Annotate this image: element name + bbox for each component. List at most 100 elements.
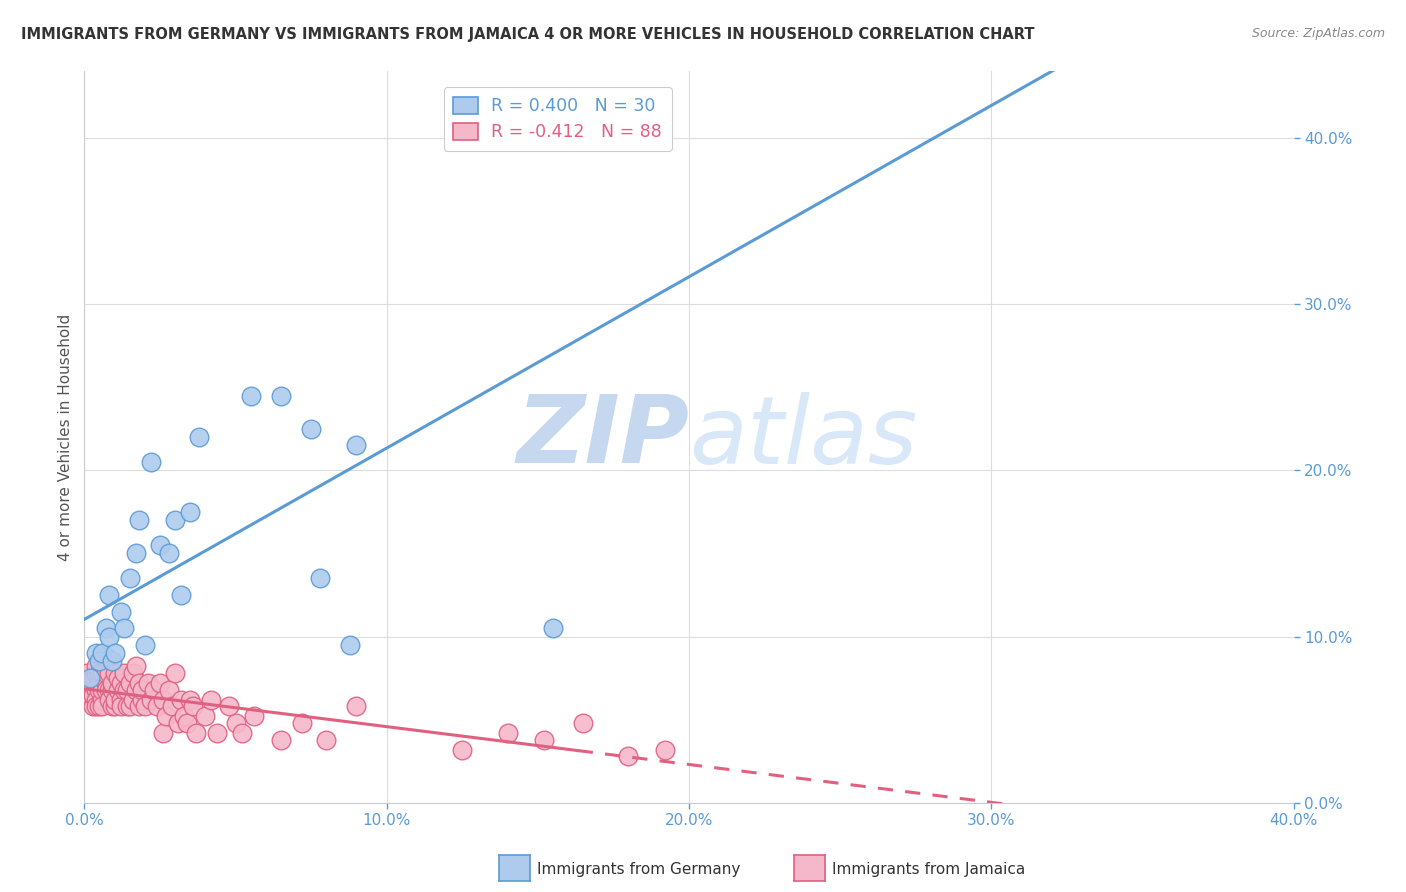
Point [270, 388, 292, 402]
Point [121, 692, 143, 706]
Point [76, 692, 98, 706]
Point [94, 676, 117, 690]
Point [94, 682, 117, 697]
Point [118, 676, 141, 690]
Point [125, 659, 148, 673]
Point [496, 726, 519, 740]
Point [170, 692, 193, 706]
Point [125, 682, 148, 697]
Point [131, 692, 153, 706]
Point [104, 646, 127, 660]
Point [100, 682, 122, 697]
Text: ZIP: ZIP [516, 391, 689, 483]
Point [179, 692, 201, 706]
Point [91, 692, 114, 706]
Y-axis label: 4 or more Vehicles in Household: 4 or more Vehicles in Household [58, 313, 73, 561]
Point [173, 709, 195, 723]
Point [309, 571, 332, 585]
Point [82, 699, 104, 714]
Point [270, 732, 292, 747]
Point [218, 699, 240, 714]
Point [131, 682, 153, 697]
Text: atlas: atlas [689, 392, 917, 483]
Point [115, 699, 138, 714]
Point [136, 676, 159, 690]
Point [86, 692, 108, 706]
Point [231, 726, 253, 740]
Point [121, 666, 143, 681]
Point [89, 655, 111, 669]
Point [104, 692, 127, 706]
Point [339, 638, 361, 652]
Point [157, 546, 180, 560]
Point [86, 666, 108, 681]
Legend: R = 0.400   N = 30, R = -0.412   N = 88: R = 0.400 N = 30, R = -0.412 N = 88 [444, 87, 672, 151]
Point [654, 742, 676, 756]
Point [112, 621, 135, 635]
Point [94, 649, 117, 664]
Point [225, 716, 247, 731]
Point [149, 538, 172, 552]
Point [165, 666, 187, 681]
Point [541, 621, 564, 635]
Point [451, 742, 474, 756]
Point [617, 106, 640, 120]
Point [100, 655, 122, 669]
Point [139, 455, 162, 469]
Point [125, 546, 148, 560]
Point [152, 726, 174, 740]
Point [186, 726, 208, 740]
Point [139, 692, 162, 706]
Point [89, 682, 111, 697]
Point [299, 422, 322, 436]
Text: Source: ZipAtlas.com: Source: ZipAtlas.com [1251, 27, 1385, 40]
Text: IMMIGRANTS FROM GERMANY VS IMMIGRANTS FROM JAMAICA 4 OR MORE VEHICLES IN HOUSEHO: IMMIGRANTS FROM GERMANY VS IMMIGRANTS FR… [21, 27, 1035, 42]
Point [104, 699, 127, 714]
Point [149, 676, 172, 690]
Point [152, 692, 174, 706]
Point [91, 682, 114, 697]
Point [115, 682, 138, 697]
Point [176, 716, 198, 731]
Point [207, 726, 229, 740]
Point [112, 666, 135, 681]
Point [89, 666, 111, 681]
Point [89, 676, 111, 690]
Point [291, 716, 314, 731]
Point [239, 388, 262, 402]
Point [194, 709, 217, 723]
Point [97, 692, 120, 706]
Point [91, 646, 114, 660]
Point [97, 588, 120, 602]
Point [242, 709, 264, 723]
Point [165, 513, 187, 527]
Point [315, 732, 337, 747]
Point [157, 682, 180, 697]
Text: Immigrants from Germany: Immigrants from Germany [537, 863, 741, 877]
Point [110, 676, 132, 690]
Point [110, 605, 132, 619]
Point [97, 666, 120, 681]
Point [86, 699, 108, 714]
Point [86, 682, 108, 697]
Point [146, 699, 169, 714]
Point [79, 688, 101, 702]
Point [167, 716, 190, 731]
Point [572, 716, 595, 731]
Point [110, 699, 132, 714]
Point [181, 699, 204, 714]
Point [79, 671, 101, 685]
Point [617, 749, 640, 764]
Point [100, 676, 122, 690]
Point [134, 638, 156, 652]
Point [104, 666, 127, 681]
Point [82, 688, 104, 702]
Point [346, 699, 368, 714]
Point [346, 438, 368, 452]
Point [100, 699, 122, 714]
Point [160, 699, 183, 714]
Point [134, 699, 156, 714]
Point [86, 659, 108, 673]
Point [112, 682, 135, 697]
Point [79, 676, 101, 690]
